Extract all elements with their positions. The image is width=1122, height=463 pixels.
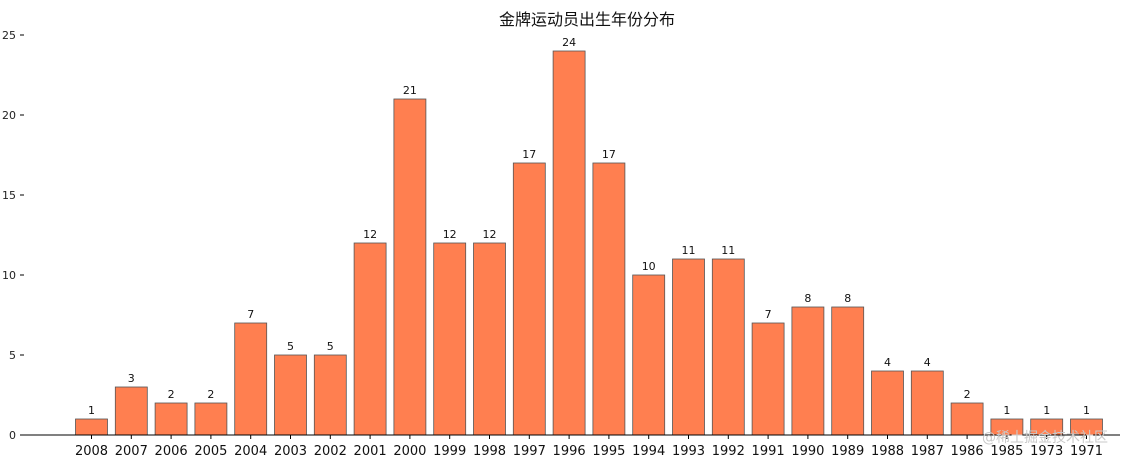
bar xyxy=(114,386,148,436)
bar xyxy=(592,162,626,436)
data-label: 1 xyxy=(88,404,95,417)
x-tick-label: 1998 xyxy=(473,444,506,459)
data-label: 5 xyxy=(287,340,294,353)
data-label: 1 xyxy=(1043,404,1050,417)
x-tick-label: 2006 xyxy=(155,444,188,459)
data-label: 24 xyxy=(562,36,576,49)
chart-title: 金牌运动员出生年份分布 xyxy=(499,10,675,29)
x-tick-label: 1989 xyxy=(831,444,864,459)
bar xyxy=(751,322,785,436)
x-tick-label: 2001 xyxy=(354,444,387,459)
data-label: 1 xyxy=(1003,404,1010,417)
y-tick-label: 20 xyxy=(2,109,16,122)
bar xyxy=(473,242,506,436)
bar xyxy=(274,354,307,436)
bar xyxy=(433,242,467,436)
bar xyxy=(353,242,387,436)
data-label: 3 xyxy=(128,372,135,385)
watermark: @稀土掘金技术社区 xyxy=(982,430,1108,446)
x-tick-label: 2002 xyxy=(314,444,347,459)
x-tick-label: 1971 xyxy=(1070,444,1103,459)
x-tick-label: 1997 xyxy=(513,444,546,459)
bar xyxy=(672,258,705,436)
data-label: 17 xyxy=(602,148,616,161)
y-axis: 0 5 10 15 20 25 xyxy=(2,29,24,442)
x-tick-label: 1986 xyxy=(951,444,984,459)
bar xyxy=(632,274,666,436)
data-label: 8 xyxy=(804,292,811,305)
x-tick-label: 1991 xyxy=(752,444,785,459)
data-label: 2 xyxy=(168,388,175,401)
data-label: 12 xyxy=(483,228,497,241)
x-tick-label: 1988 xyxy=(871,444,904,459)
data-label: 11 xyxy=(721,244,735,257)
data-label: 10 xyxy=(642,260,656,273)
y-tick-label: 0 xyxy=(9,429,16,442)
y-tick-label: 10 xyxy=(2,269,16,282)
data-label: 7 xyxy=(247,308,254,321)
x-tick-label: 2007 xyxy=(115,444,148,459)
x-tick-label: 1987 xyxy=(911,444,944,459)
bar xyxy=(234,322,268,436)
bar xyxy=(791,306,825,436)
data-label: 12 xyxy=(443,228,457,241)
x-tick-label: 1993 xyxy=(672,444,705,459)
bar xyxy=(75,418,108,436)
data-label: 4 xyxy=(884,356,891,369)
bar xyxy=(910,370,944,436)
y-tick-label: 25 xyxy=(2,29,16,42)
bar xyxy=(154,402,188,436)
bar xyxy=(512,162,546,436)
x-tick-label: 2004 xyxy=(234,444,267,459)
x-tick-label: 2008 xyxy=(75,444,108,459)
x-axis: 2008 2007 2006 2005 2004 2003 2002 2001 2000 1999… xyxy=(22,434,1120,459)
x-tick-label: 2003 xyxy=(274,444,307,459)
y-tick-label: 5 xyxy=(9,349,16,362)
bar xyxy=(711,258,745,436)
data-label: 11 xyxy=(682,244,696,257)
bar xyxy=(393,98,427,436)
bar xyxy=(313,354,347,436)
x-tick-label: 1995 xyxy=(592,444,625,459)
data-label: 21 xyxy=(403,84,417,97)
bar xyxy=(552,50,586,436)
bar xyxy=(831,306,865,436)
x-tick-label: 1992 xyxy=(712,444,745,459)
x-tick-label: 1973 xyxy=(1030,444,1063,459)
x-tick-label: 2000 xyxy=(393,444,426,459)
bar xyxy=(871,370,904,436)
bar xyxy=(194,402,228,436)
x-tick-label: 1999 xyxy=(433,444,466,459)
data-label: 1 xyxy=(1083,404,1090,417)
data-label: 2 xyxy=(964,388,971,401)
x-tick-label: 1985 xyxy=(990,444,1023,459)
bar xyxy=(950,402,984,436)
data-label: 17 xyxy=(522,148,536,161)
data-label: 5 xyxy=(327,340,334,353)
y-tick-label: 15 xyxy=(2,189,16,202)
x-tick-label: 1990 xyxy=(791,444,824,459)
x-tick-label: 1996 xyxy=(553,444,586,459)
data-label: 2 xyxy=(207,388,214,401)
x-tick-label: 1994 xyxy=(632,444,665,459)
data-label: 8 xyxy=(844,292,851,305)
data-label: 7 xyxy=(765,308,772,321)
data-label: 4 xyxy=(924,356,931,369)
x-tick-label: 2005 xyxy=(194,444,227,459)
data-label: 12 xyxy=(363,228,377,241)
